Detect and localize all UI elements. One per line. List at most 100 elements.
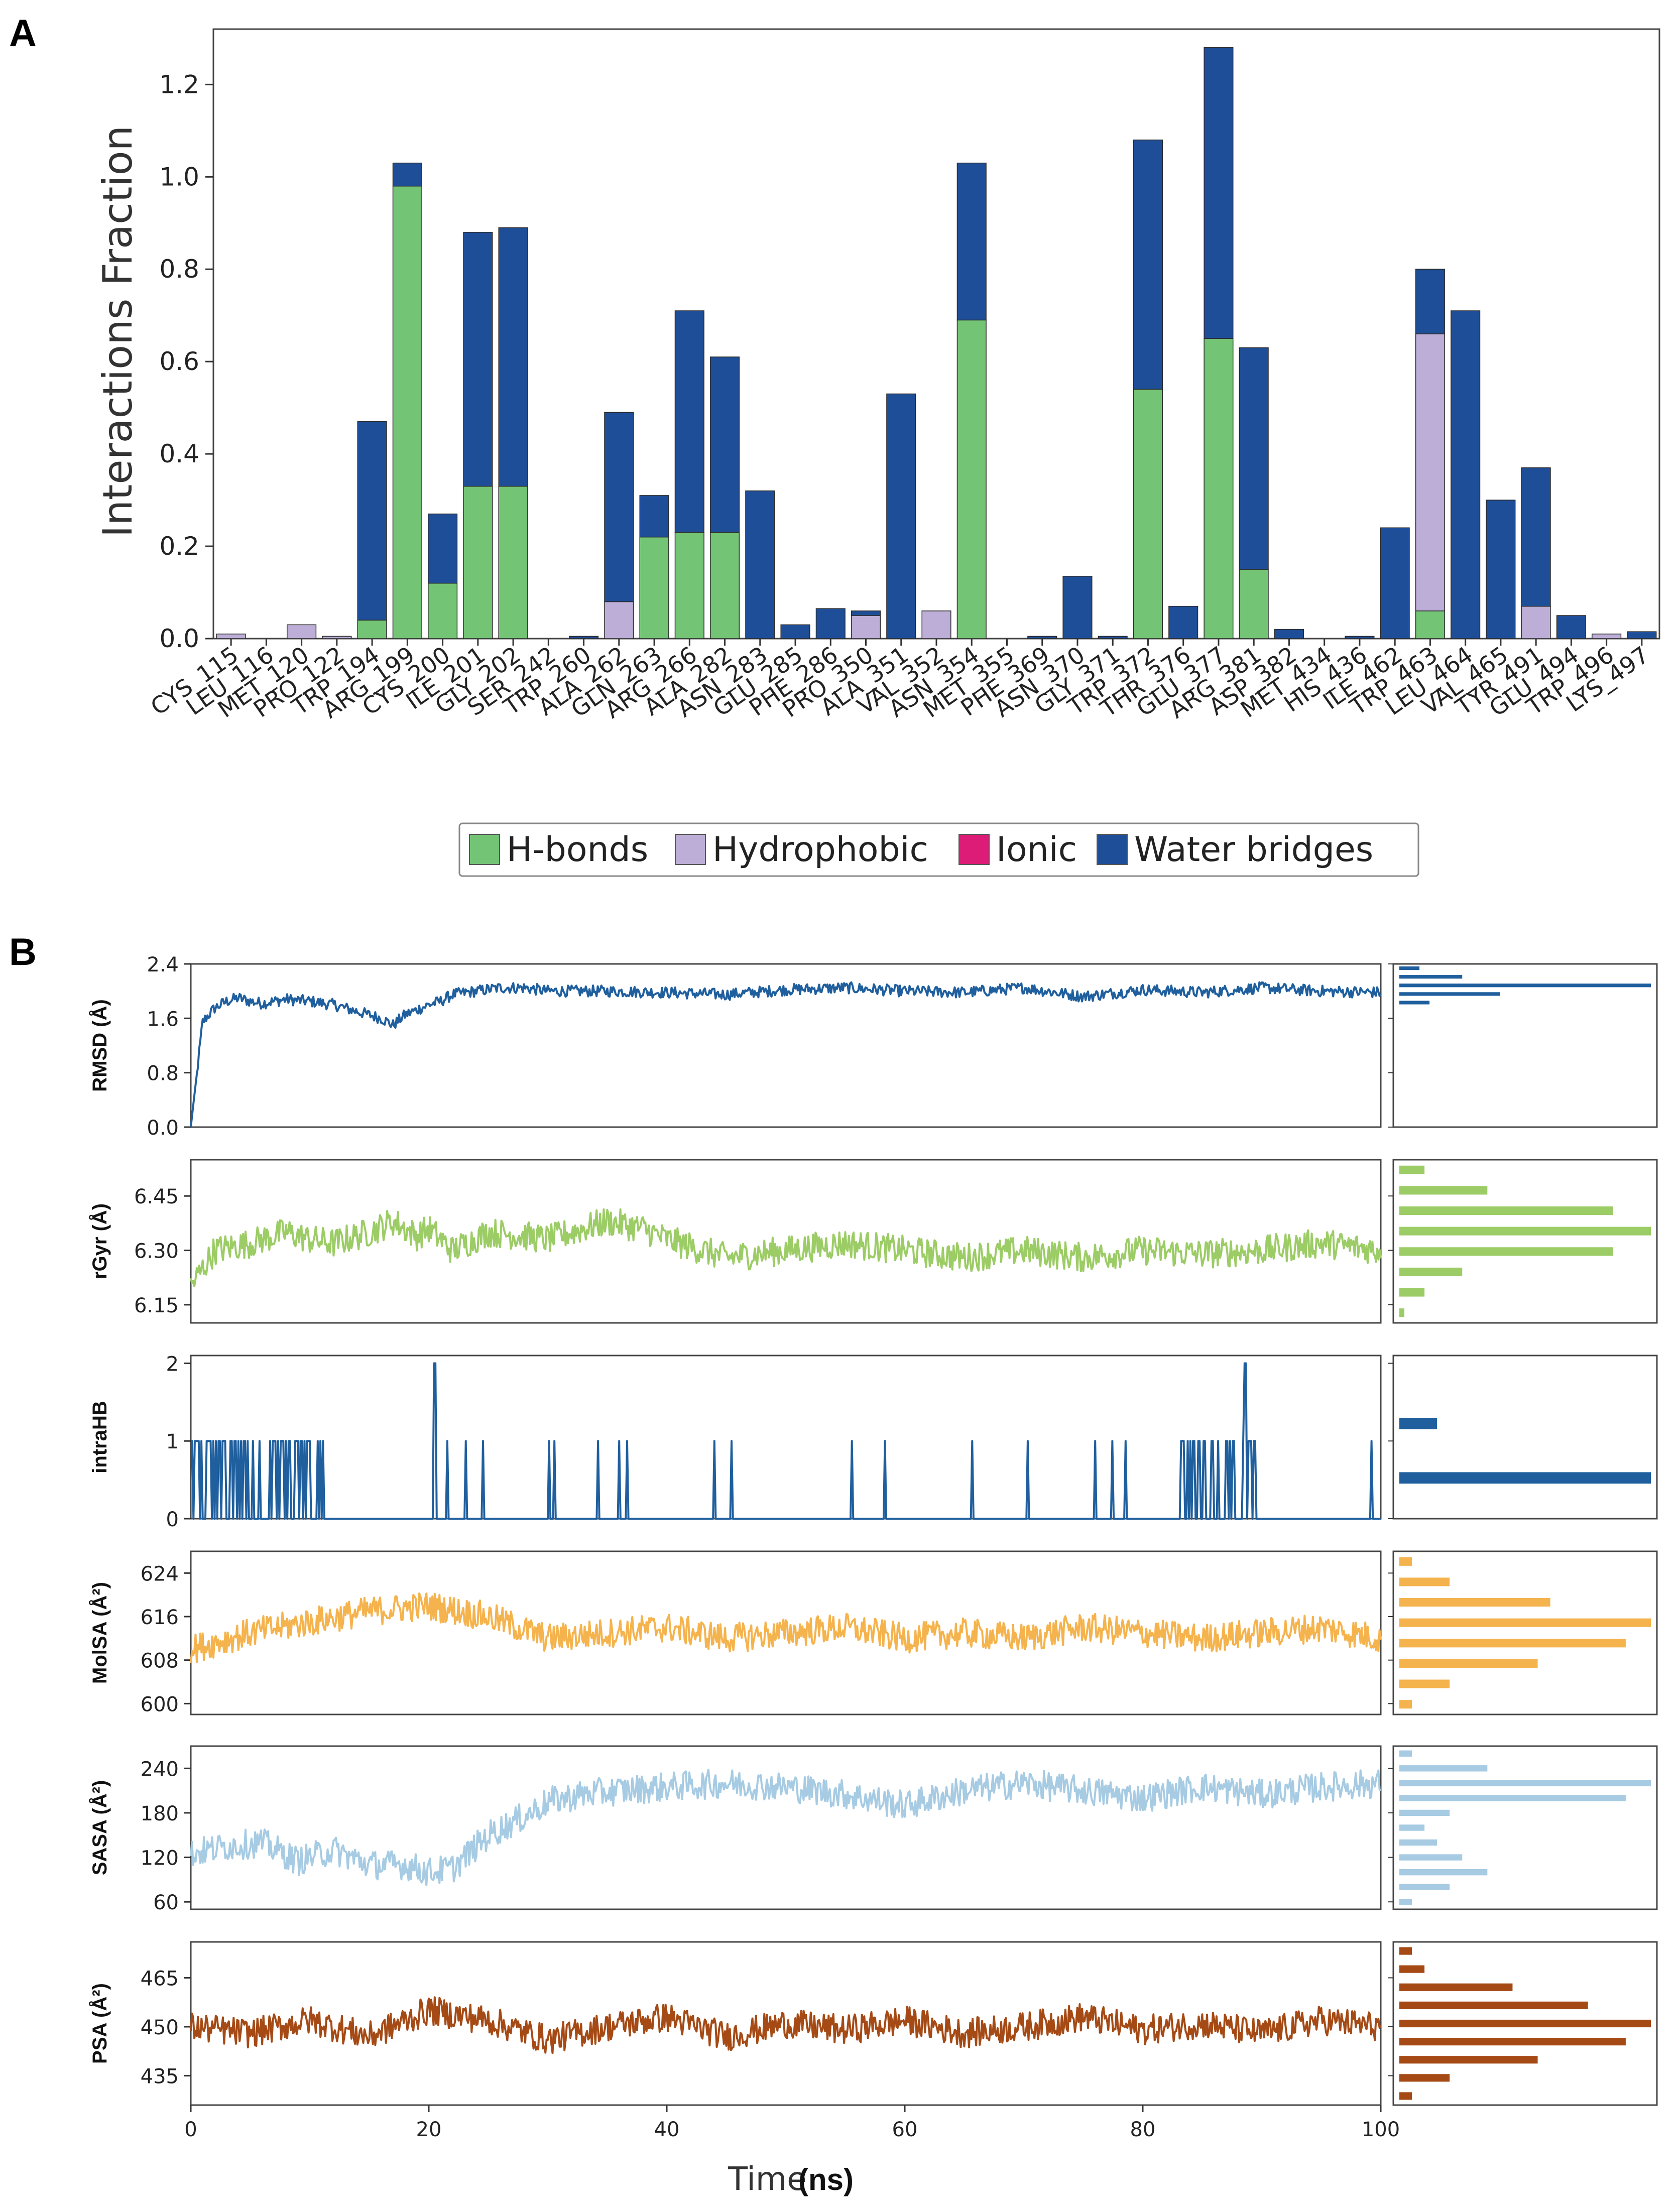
bar-ARG_199-h-bonds [392, 185, 422, 639]
legend-swatch-h-bonds [469, 834, 500, 865]
legend-swatch-water-bridges [1097, 834, 1128, 865]
bar-ALA_282-h-bonds [709, 532, 740, 639]
y-tick-label: 0.6 [159, 347, 199, 376]
bar-ARG_381-h-bonds [1239, 569, 1269, 639]
psa-series-line [190, 1996, 1382, 2054]
bar-LEU_464-water-bridges [1451, 310, 1481, 639]
molsa-hist-bar [1399, 1598, 1550, 1607]
legend: H-bonds Hydrophobic Ionic Water bridges [458, 822, 1419, 877]
legend-swatch-hydrophobic [675, 834, 706, 865]
sasa-hist-bar [1399, 1780, 1651, 1787]
molsa-hist-bar [1399, 1618, 1651, 1627]
sasa-hist-bar [1399, 1884, 1450, 1890]
sasa-y-tick-label: 120 [141, 1847, 179, 1870]
bar-PHE_369-water-bridges [1027, 636, 1057, 639]
bar-GLN_263-h-bonds [639, 536, 669, 639]
rgyr-y-label: rGyr (Å) [88, 1203, 111, 1279]
molsa-y-label: MolSA (Å²) [88, 1582, 111, 1684]
bar-ILE_462-water-bridges [1380, 527, 1410, 639]
bar-GLU_285-water-bridges [780, 624, 810, 639]
sasa-y-tick-label: 240 [141, 1758, 179, 1781]
bar-ASN_354-water-bridges [956, 162, 987, 321]
sasa-hist-bar [1399, 1824, 1425, 1831]
molsa-hist-bar [1399, 1639, 1626, 1648]
psa-hist-bar [1399, 2056, 1538, 2064]
psa-hist-bar [1399, 1947, 1412, 1955]
bar-PRO_122-hydrophobic [322, 636, 352, 639]
bar-GLU_377-water-bridges [1204, 47, 1234, 339]
intrahb-y-tick-label: 1 [166, 1430, 179, 1453]
bar-ARG_266-water-bridges [674, 310, 704, 533]
psa-hist-bar [1399, 2019, 1651, 2028]
x-tick-label: 100 [1362, 2118, 1400, 2141]
rmsd-hist-bar [1399, 975, 1463, 979]
rmsd-series-line [190, 981, 1382, 1128]
bar-LYS_497-water-bridges [1627, 631, 1657, 639]
intrahb-series-line [191, 1362, 1381, 1520]
bar-ILE_201-h-bonds [463, 485, 493, 639]
rgyr-hist-bar [1399, 1165, 1425, 1174]
molsa-hist-bar [1399, 1659, 1538, 1668]
sasa-y-tick-label: 180 [141, 1802, 179, 1825]
psa-hist-bar [1399, 2074, 1450, 2082]
molsa-hist-bar [1399, 1679, 1450, 1688]
sasa-hist-bar [1399, 1795, 1626, 1801]
molsa-hist-bar [1399, 1700, 1412, 1709]
intrahb-hist-bar [1399, 1418, 1437, 1429]
y-tick-label: 0.0 [159, 624, 199, 653]
x-tick-label: 0 [184, 2118, 197, 2141]
x-axis-label-time: Time [728, 2161, 807, 2198]
intrahb-y-label: intraHB [89, 1401, 111, 1473]
molsa-y-tick-label: 608 [141, 1650, 179, 1673]
x-tick-label: 40 [654, 2118, 680, 2141]
y-axis-label-a: Interactions Fraction [94, 126, 141, 537]
bar-TRP_463-water-bridges [1415, 269, 1445, 334]
sasa-plot-frame [190, 1745, 1382, 1910]
bar-ILE_201-water-bridges [463, 231, 493, 487]
bar-ARG_266-h-bonds [674, 532, 704, 639]
rmsd-y-tick-label: 0.0 [147, 1117, 179, 1140]
y-tick-label: 0.8 [159, 255, 199, 284]
intrahb-y-tick-label: 2 [166, 1353, 179, 1376]
psa-hist-bar [1399, 2038, 1626, 2046]
rmsd-y-tick-label: 1.6 [147, 1008, 179, 1031]
rgyr-y-tick-label: 6.30 [134, 1240, 179, 1263]
bar-PHE_286-water-bridges [815, 608, 846, 639]
y-tick-label: 1.0 [159, 162, 199, 191]
molsa-y-tick-label: 616 [141, 1606, 179, 1629]
bar-GLY_202-h-bonds [498, 485, 528, 639]
molsa-histogram-frame [1392, 1550, 1658, 1715]
bar-ASP_382-water-bridges [1274, 629, 1304, 639]
md-timeseries-panels: 0.0 0.8 1.6 2.4 RMSD (Å) 6.15 6.30 6.45 rGyr (Å)… [88, 953, 1658, 2106]
bar-TRP_463-hydrophobic [1415, 333, 1445, 611]
sasa-histogram-frame [1392, 1745, 1658, 1910]
rgyr-hist-bar [1399, 1226, 1651, 1236]
rgyr-plot-frame [190, 1159, 1382, 1324]
psa-hist-bar [1399, 2092, 1412, 2100]
bar-TRP_194-water-bridges [357, 421, 387, 621]
panel-a-label: A [9, 12, 37, 55]
bar-ARG_381-water-bridges [1239, 347, 1269, 570]
bar-TRP_372-h-bonds [1133, 389, 1163, 639]
rgyr-y-tick-label: 6.45 [134, 1185, 179, 1208]
sasa-y-tick-label: 60 [153, 1891, 179, 1914]
rgyr-histogram-frame [1392, 1159, 1658, 1324]
y-tick-label: 0.4 [159, 439, 199, 468]
x-tick-label: 80 [1130, 2118, 1156, 2141]
bar-ALA_351-water-bridges [886, 393, 916, 639]
psa-y-label: PSA (Å²) [88, 1983, 111, 2064]
rgyr-hist-bar [1399, 1308, 1405, 1317]
rgyr-hist-bar [1399, 1288, 1425, 1297]
x-axis-unit: (ns) [798, 2163, 854, 2196]
bar-TYR_491-water-bridges [1521, 467, 1551, 607]
bar-CYS_200-h-bonds [428, 582, 458, 639]
intrahb-histogram-frame [1392, 1355, 1658, 1520]
rmsd-hist-bar [1399, 1001, 1430, 1005]
rmsd-y-label: RMSD (Å) [88, 999, 111, 1091]
bar-TRP_496-hydrophobic [1592, 634, 1622, 639]
intrahb-hist-bar [1399, 1472, 1651, 1484]
psa-hist-bar [1399, 2001, 1588, 2009]
rgyr-hist-bar [1399, 1247, 1613, 1256]
bar-GLN_263-water-bridges [639, 495, 669, 538]
